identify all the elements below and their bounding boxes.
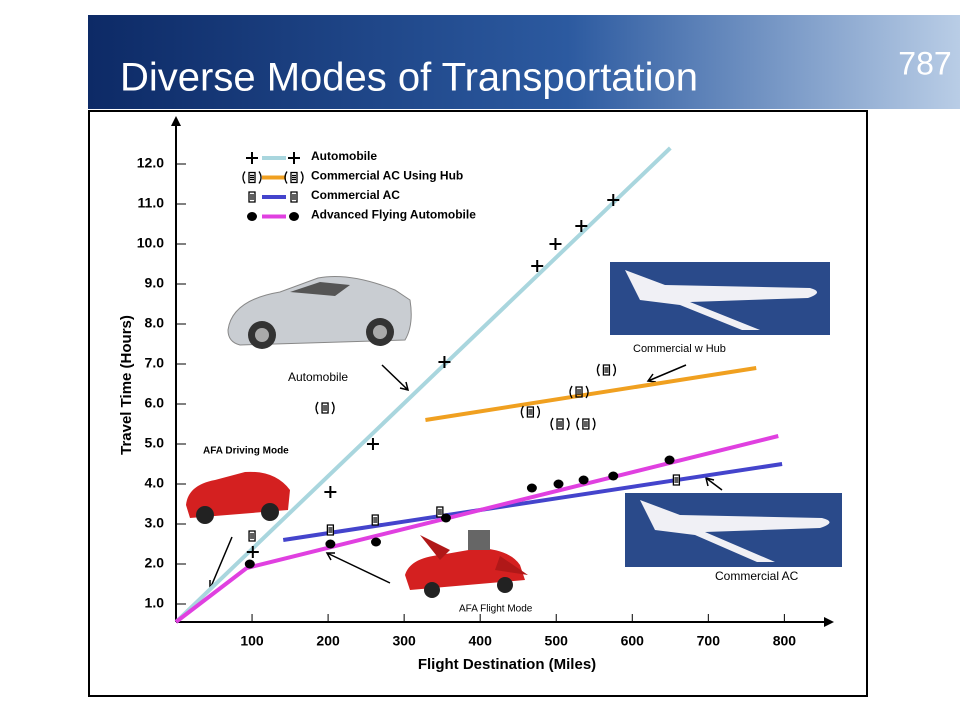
- chart-frame: [88, 110, 868, 697]
- series-line: [174, 146, 672, 624]
- marker-hub: [576, 417, 596, 431]
- marker-plus: [366, 438, 379, 450]
- legend-entry: Automobile: [246, 149, 377, 164]
- marker-plus: [531, 260, 544, 272]
- marker-box: [248, 530, 256, 542]
- legend-entry: Commercial AC: [248, 188, 400, 203]
- x-tick-label: 100: [240, 633, 264, 649]
- marker-hub: [242, 171, 262, 184]
- y-tick-label: 11.0: [138, 195, 165, 211]
- series-line: [425, 366, 757, 422]
- series-line: [282, 462, 783, 542]
- plane-image: [625, 493, 842, 567]
- annotation: Commercial AC: [715, 569, 799, 583]
- marker-hub: [284, 171, 304, 184]
- header-banner: [88, 15, 960, 109]
- arrows: [209, 364, 723, 591]
- marker-hub: [315, 401, 335, 415]
- marker-dot: [578, 475, 589, 485]
- legend-label: Automobile: [311, 149, 377, 163]
- marker-box: [326, 524, 335, 536]
- y-tick-label: 10.0: [137, 235, 164, 251]
- marker-dot: [440, 513, 451, 523]
- annotation: Commercial w Hub: [633, 343, 726, 355]
- marker-dot: [289, 212, 299, 221]
- marker-dot: [325, 539, 336, 549]
- series-line: [174, 434, 779, 624]
- annotation: AFA Flight Mode: [459, 604, 533, 615]
- x-tick-label: 800: [773, 633, 797, 649]
- flying-car-image: [405, 530, 528, 598]
- marker-dot: [664, 455, 675, 465]
- marker-box: [371, 514, 379, 526]
- y-tick-label: 12.0: [137, 155, 164, 171]
- marker-dot: [608, 471, 619, 481]
- marker-plus: [246, 546, 259, 558]
- red-car-image: [186, 471, 290, 524]
- y-tick-label: 5.0: [145, 435, 165, 451]
- x-tick-label: 600: [621, 633, 645, 649]
- marker-box: [672, 474, 681, 486]
- marker-plus: [575, 220, 588, 232]
- marker-hub: [569, 385, 589, 399]
- legend-entry: Advanced Flying Automobile: [247, 208, 476, 222]
- y-tick-label: 9.0: [145, 275, 165, 291]
- marker-box: [248, 191, 256, 203]
- marker-dot: [553, 479, 564, 489]
- legend-entry: Commercial AC Using Hub: [242, 169, 463, 184]
- x-tick-label: 500: [545, 633, 569, 649]
- x-tick-label: 300: [392, 633, 416, 649]
- marker-plus: [246, 152, 258, 164]
- legend-label: Commercial AC: [311, 188, 400, 202]
- badge: 787: [898, 45, 951, 81]
- marker-dot: [244, 559, 255, 569]
- y-tick-label: 8.0: [145, 315, 165, 331]
- marker-box: [290, 191, 298, 203]
- marker-plus: [438, 356, 451, 368]
- marker-hub: [596, 363, 617, 377]
- marker-plus: [288, 152, 300, 164]
- y-tick-label: 4.0: [145, 475, 165, 491]
- annotation: AFA Driving Mode: [203, 446, 289, 457]
- marker-plus: [324, 486, 337, 498]
- slide-title: Diverse Modes of Transportation: [120, 56, 698, 100]
- y-tick-label: 7.0: [145, 355, 165, 371]
- car-image: [227, 276, 412, 349]
- legend-label: Advanced Flying Automobile: [311, 208, 476, 222]
- y-axis-arrow: [171, 116, 181, 126]
- marker-dot: [526, 483, 537, 493]
- marker-hub: [550, 417, 570, 431]
- marker-plus: [549, 238, 562, 250]
- plot: 1.0 2.0 3.0 4.0 5.0 6.0 7.0 8.0 9.0 10.0 11.0 12.0 1…: [118, 116, 834, 673]
- legend-label: Commercial AC Using Hub: [311, 169, 463, 183]
- annotation: Automobile: [288, 370, 348, 384]
- y-axis-label: Travel Time (Hours): [118, 315, 135, 455]
- marker-dot: [371, 537, 382, 547]
- marker-hub: [520, 405, 541, 419]
- x-tick-label: 700: [697, 633, 721, 649]
- y-tick-label: 1.0: [145, 595, 165, 611]
- y-tick-label: 2.0: [145, 555, 165, 571]
- x-axis-arrow: [824, 617, 834, 627]
- marker-dot: [247, 212, 257, 221]
- y-tick-label: 3.0: [145, 515, 165, 531]
- x-axis-label: Flight Destination (Miles): [418, 656, 596, 673]
- marker-plus: [607, 194, 620, 206]
- plane-hub-image: [610, 262, 830, 335]
- x-tick-label: 400: [469, 633, 493, 649]
- x-tick-label: 200: [316, 633, 340, 649]
- y-tick-label: 6.0: [145, 395, 165, 411]
